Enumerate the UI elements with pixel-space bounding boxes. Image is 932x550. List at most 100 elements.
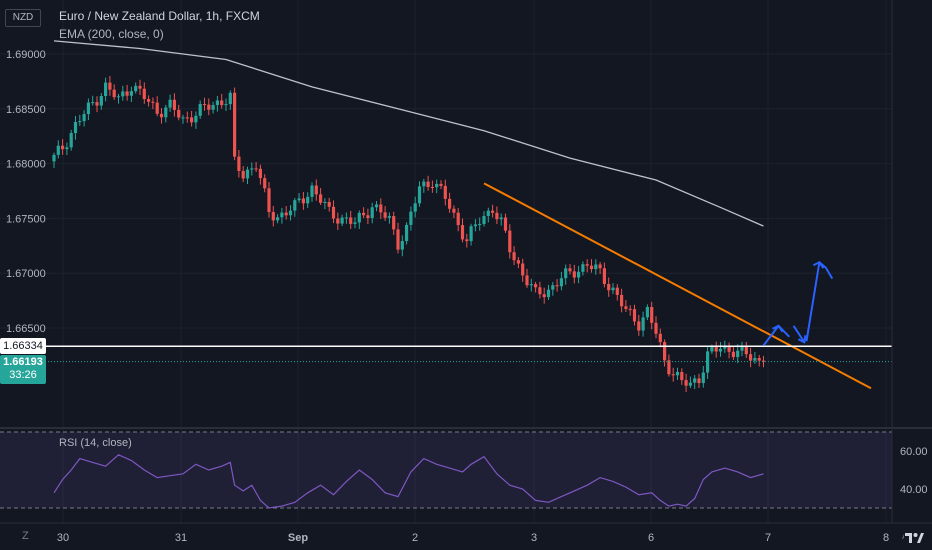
candle-body: [422, 181, 426, 187]
candle-body: [525, 275, 529, 286]
time-tick-label: 3: [531, 532, 537, 544]
candle-body: [731, 351, 735, 358]
candle-body: [749, 354, 753, 361]
candle-body: [379, 204, 383, 213]
candle-body: [486, 210, 490, 216]
candle-body: [555, 285, 559, 287]
candle-body: [688, 382, 692, 386]
ema-200-line: [53, 40, 764, 227]
candle-body: [297, 198, 301, 201]
candle-body: [499, 217, 503, 220]
candle-body: [706, 351, 710, 373]
candle-body: [387, 216, 391, 218]
candle-body: [194, 115, 198, 123]
candle-body: [172, 99, 176, 110]
candle-body: [663, 342, 667, 361]
price-tick-label: 1.67500: [6, 213, 46, 225]
rsi-line: [53, 454, 764, 509]
candle-body: [409, 211, 413, 225]
candle-body: [181, 117, 185, 119]
candle-body: [413, 203, 417, 212]
candle-body: [654, 322, 658, 334]
candle-body: [207, 104, 211, 110]
candle-body: [267, 188, 271, 213]
candle-body: [641, 317, 645, 331]
candle-body: [495, 212, 499, 220]
candle-body: [503, 217, 508, 231]
candle-body: [611, 287, 615, 291]
currency-badge[interactable]: NZD: [5, 9, 41, 27]
candle-body: [559, 278, 563, 287]
candle-body: [254, 168, 258, 170]
rsi-tick-label: 40.00: [900, 484, 928, 496]
candle-body: [680, 372, 684, 381]
timezone-icon[interactable]: Z: [22, 530, 29, 542]
candle-body: [190, 117, 194, 123]
time-tick-label: 30: [57, 532, 69, 544]
candle-body: [577, 271, 581, 278]
candle-body: [86, 102, 90, 115]
ema-legend: EMA (200, close, 0): [59, 27, 164, 41]
grid-lines: [0, 0, 892, 523]
candle-body: [374, 204, 379, 208]
tradingview-logo-icon[interactable]: [904, 531, 924, 545]
candle-body: [69, 133, 73, 148]
candle-body: [564, 268, 568, 279]
price-tick-label: 1.69000: [6, 49, 46, 61]
candle-body: [104, 82, 108, 97]
candle-body: [396, 229, 400, 250]
candle-body: [568, 268, 572, 272]
candle-body: [675, 372, 680, 376]
candle-body: [99, 96, 103, 106]
time-tick-label: 8: [883, 532, 889, 544]
candle-body: [220, 100, 224, 106]
candle-body: [340, 217, 344, 224]
candle-body: [585, 264, 589, 266]
candle-body: [56, 145, 60, 155]
candle-body: [263, 178, 267, 189]
candle-body: [581, 264, 585, 272]
candle-body: [753, 358, 757, 361]
candle-body: [465, 239, 469, 242]
candle-body: [250, 168, 254, 170]
candle-body: [658, 333, 662, 343]
candle-body: [241, 170, 245, 179]
candle-body: [301, 198, 305, 204]
candle-body: [701, 372, 705, 384]
candle-body: [91, 102, 95, 104]
candle-body: [121, 91, 125, 97]
candle-body: [718, 348, 723, 352]
candle-body: [430, 186, 434, 188]
candle-body: [757, 358, 761, 361]
candle-body: [271, 212, 275, 221]
candle-body: [314, 185, 318, 195]
candle-body: [448, 198, 452, 209]
projection-arrow: [805, 261, 834, 342]
candle-body: [61, 145, 65, 150]
candle-body: [740, 345, 744, 351]
candle-body: [426, 181, 430, 187]
candle-body: [529, 284, 533, 286]
candle-body: [344, 217, 348, 219]
arrow-head: [812, 260, 825, 269]
candle-body: [310, 185, 314, 197]
candle-body: [112, 89, 116, 98]
candle-body: [456, 212, 460, 226]
candle-body: [331, 206, 336, 219]
candle-body: [521, 263, 525, 276]
price-pane: [0, 40, 892, 393]
candle-body: [233, 92, 237, 157]
candle-body: [684, 380, 688, 386]
candle-body: [744, 345, 748, 355]
candle-body: [288, 210, 293, 216]
candle-body: [138, 85, 142, 89]
candle-body: [52, 154, 56, 162]
candle-body: [116, 96, 121, 98]
candle-body: [228, 92, 232, 105]
candle-body: [392, 216, 396, 230]
candle-body: [417, 186, 422, 204]
candle-body: [572, 271, 576, 278]
candle-body: [478, 224, 482, 226]
